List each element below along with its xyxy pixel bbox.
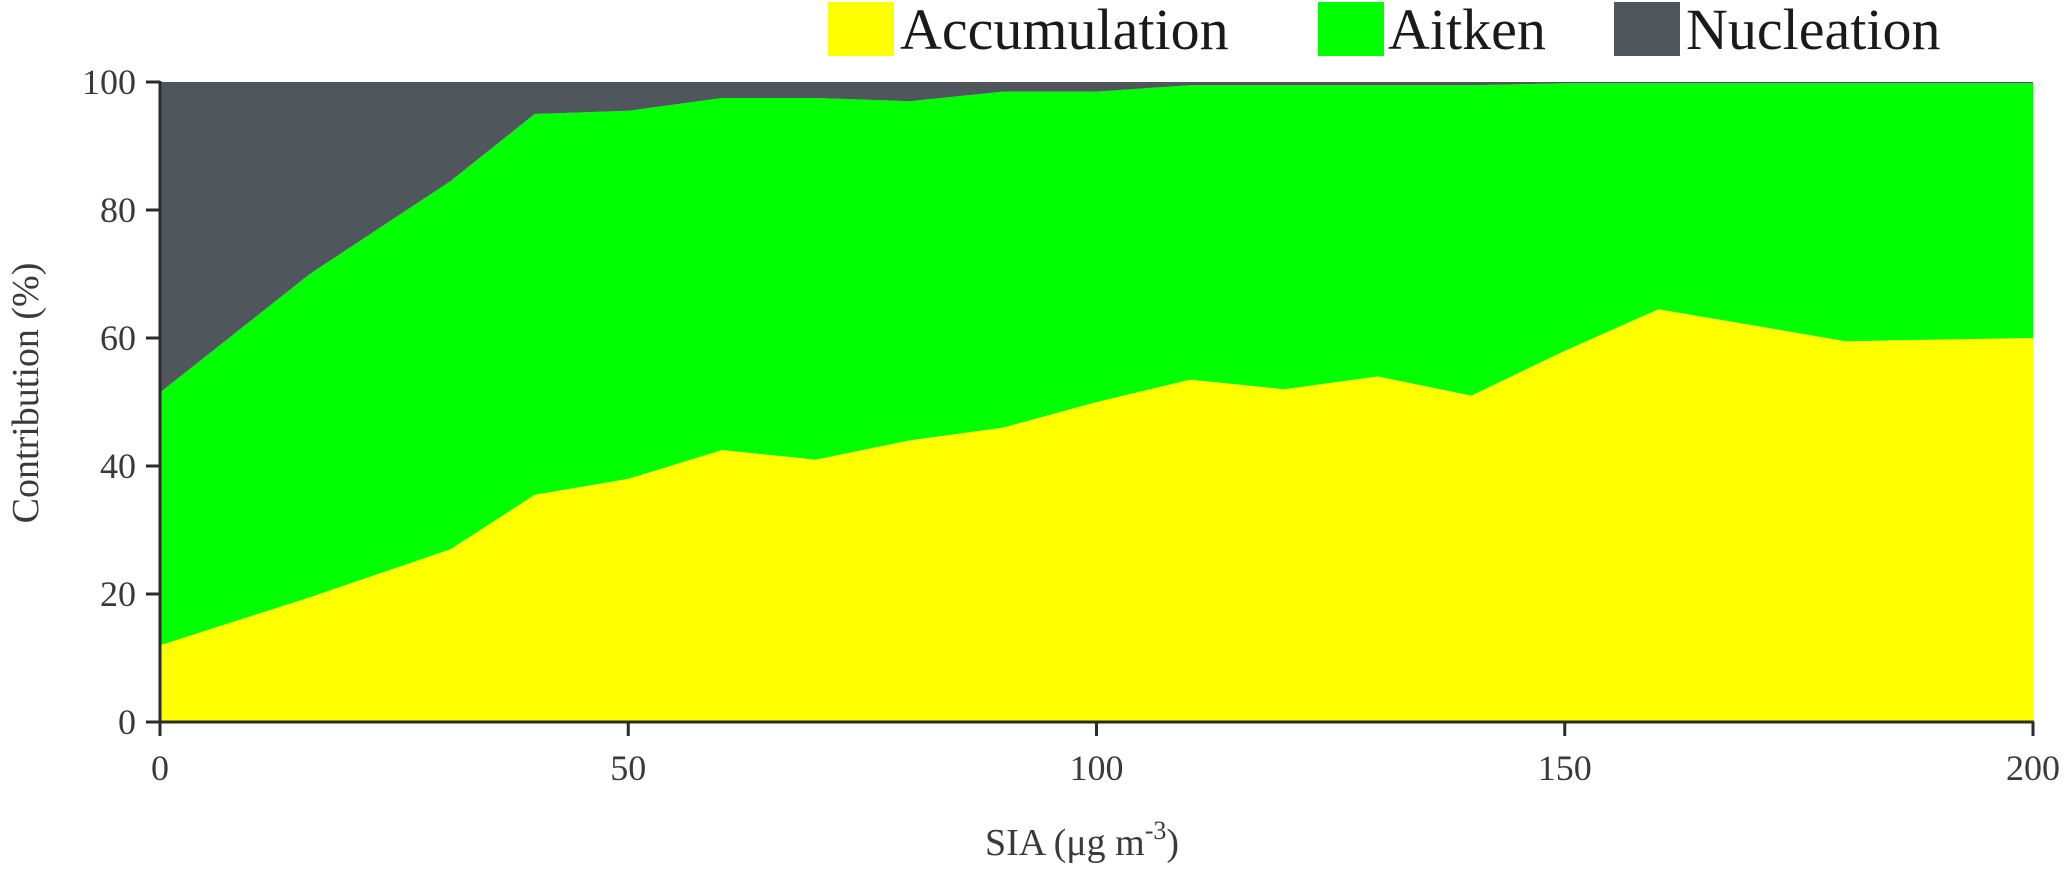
legend-swatch xyxy=(828,2,894,56)
y-axis-title: Contribution (%) xyxy=(5,263,47,524)
y-tick-label: 40 xyxy=(100,446,136,486)
y-tick-label: 0 xyxy=(118,702,136,742)
chart-legend: Accumulation Aitken Nucleation xyxy=(828,0,1940,62)
x-tick-label: 0 xyxy=(151,748,169,788)
legend-swatch xyxy=(1614,2,1680,56)
y-tick-label: 20 xyxy=(100,574,136,614)
y-tick-label: 100 xyxy=(82,62,136,102)
x-axis-title-end: ) xyxy=(1166,822,1179,864)
area-accumulation xyxy=(160,309,2033,722)
y-tick-label: 60 xyxy=(100,318,136,358)
legend-item-nucleation: Nucleation xyxy=(1614,0,1940,62)
legend-swatch xyxy=(1318,2,1384,56)
legend-item-accumulation: Accumulation xyxy=(828,0,1229,62)
x-tick-label: 50 xyxy=(610,748,646,788)
x-tick-label: 150 xyxy=(1538,748,1592,788)
legend-item-aitken: Aitken xyxy=(1318,0,1546,62)
legend-label: Aitken xyxy=(1388,0,1546,62)
x-tick-label: 200 xyxy=(2006,748,2060,788)
chart-areas xyxy=(160,82,2033,722)
legend-label: Nucleation xyxy=(1686,0,1940,62)
x-axis-title-main: SIA (μg m xyxy=(985,822,1145,864)
chart-ticks: 0 20 40 60 80 100 0 50 100 150 200 xyxy=(82,62,2060,788)
x-axis-title-superscript: -3 xyxy=(1145,816,1167,845)
x-axis-title: SIA (μg m-3) xyxy=(985,816,1179,864)
area-aitken xyxy=(160,83,2033,646)
y-tick-label: 80 xyxy=(100,190,136,230)
x-tick-label: 100 xyxy=(1070,748,1124,788)
legend-label: Accumulation xyxy=(900,0,1229,62)
area-nucleation xyxy=(160,82,2033,393)
